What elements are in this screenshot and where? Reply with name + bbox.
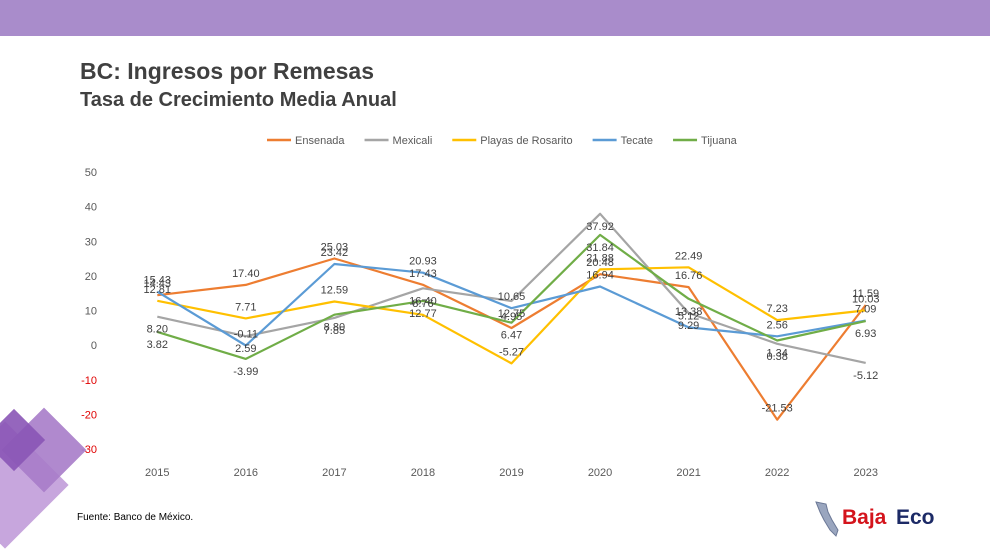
data-label: 12.77: [409, 308, 437, 320]
data-label: 12.59: [321, 285, 349, 297]
series-line: [156, 233, 866, 360]
data-label: 15.43: [144, 275, 172, 287]
x-tick-label: 2017: [322, 467, 346, 479]
baja-map-icon: [815, 501, 839, 537]
data-label: 2.59: [235, 343, 256, 355]
data-label: -0.11: [234, 329, 258, 341]
data-label: 4.95: [501, 311, 522, 323]
data-label: 14.43: [144, 278, 172, 290]
page-subtitle: Tasa de Crecimiento Media Anual: [80, 89, 397, 111]
data-label: 8.20: [147, 324, 168, 336]
y-tick-label: 50: [85, 167, 97, 179]
x-tick-label: 2020: [588, 467, 612, 479]
data-label: 0.38: [766, 351, 787, 363]
data-label: 6.47: [501, 330, 522, 342]
series-line: [156, 262, 866, 347]
x-tick-label: 2023: [853, 467, 877, 479]
x-tick-label: 2015: [145, 467, 169, 479]
x-tick-label: 2022: [765, 467, 789, 479]
data-label: 16.94: [586, 269, 614, 281]
bajaeco-logo: Baja Eco: [812, 500, 952, 540]
series-line: [157, 257, 867, 421]
data-label: 31.84: [586, 242, 614, 254]
data-label: 7.71: [235, 301, 256, 313]
data-label: 16.76: [675, 270, 703, 282]
data-label: 13.38: [675, 306, 703, 318]
x-tick-label: 2021: [676, 467, 700, 479]
y-tick-label: 0: [91, 340, 97, 352]
data-label: 2.56: [766, 319, 787, 331]
y-tick-label: 30: [85, 236, 97, 248]
data-label: 17.40: [232, 268, 260, 280]
legend-label: Playas de Rosarito: [480, 135, 572, 147]
source-note: Fuente: Banco de México.: [77, 512, 194, 523]
y-tick-label: 10: [85, 306, 97, 318]
y-tick-label: -10: [81, 375, 97, 387]
data-label: 16.40: [409, 295, 437, 307]
legend-label: Mexicali: [393, 135, 433, 147]
data-label: 12.75: [498, 308, 526, 320]
data-label: 12.81: [144, 284, 172, 296]
legend-label: Tijuana: [701, 135, 738, 147]
legend-label: Ensenada: [295, 135, 345, 147]
data-label: 10.03: [852, 293, 880, 305]
data-label: 5.12: [678, 310, 699, 322]
data-label: -5.27: [499, 346, 524, 358]
data-label: 20.48: [586, 257, 614, 269]
data-label: 8.80: [324, 322, 345, 334]
series-lines: [156, 212, 867, 421]
data-label: 7.09: [855, 304, 876, 316]
data-label: 25.03: [321, 241, 349, 253]
data-label: 6.93: [855, 328, 876, 340]
data-label: 21.88: [586, 252, 614, 264]
y-tick-label: -20: [81, 409, 97, 421]
data-label: 11.59: [852, 288, 879, 300]
chart-legend: Ensenada Mexicali Playas de Rosarito Tecate…: [267, 135, 738, 147]
data-label: 22.49: [675, 250, 703, 262]
data-label: 7.23: [766, 303, 787, 315]
y-tick-label: -30: [81, 444, 97, 456]
data-label: 1.34: [766, 347, 787, 359]
data-label: -3.99: [233, 366, 258, 378]
data-labels: 14.43 17.40 25.03 17.43 4.95 20.48 16.76 -21.53…: [144, 221, 880, 415]
x-tick-label: 2016: [234, 467, 258, 479]
x-tick-label: 2018: [411, 467, 435, 479]
top-banner: [0, 0, 990, 36]
page-title: BC: Ingresos por Remesas: [80, 58, 374, 84]
data-label: -5.12: [853, 370, 878, 382]
data-label: 37.92: [586, 221, 614, 233]
y-tick-label: 40: [85, 202, 97, 214]
data-label: 23.42: [321, 247, 349, 259]
data-label: 10.65: [498, 291, 526, 303]
series-line: [157, 266, 866, 365]
y-tick-label: 20: [85, 271, 97, 283]
data-label: 17.43: [409, 268, 437, 280]
logo-text-eco: Eco: [896, 506, 935, 529]
y-axis: -30 -20 -10 0 10 20 30 40 50: [81, 167, 97, 456]
x-tick-label: 2019: [499, 467, 523, 479]
legend-label: Tecate: [621, 135, 653, 147]
data-label: 7.85: [324, 325, 345, 337]
data-label: 3.82: [147, 339, 168, 351]
data-label: -21.53: [762, 403, 793, 415]
data-label: 20.93: [409, 256, 437, 268]
x-axis: 2015 2016 2017 2018 2019 2020 2021 2022 2023: [145, 467, 878, 479]
logo-text-baja: Baja: [842, 506, 887, 529]
data-label: 9.29: [678, 320, 699, 332]
data-label: 8.76: [412, 298, 433, 310]
